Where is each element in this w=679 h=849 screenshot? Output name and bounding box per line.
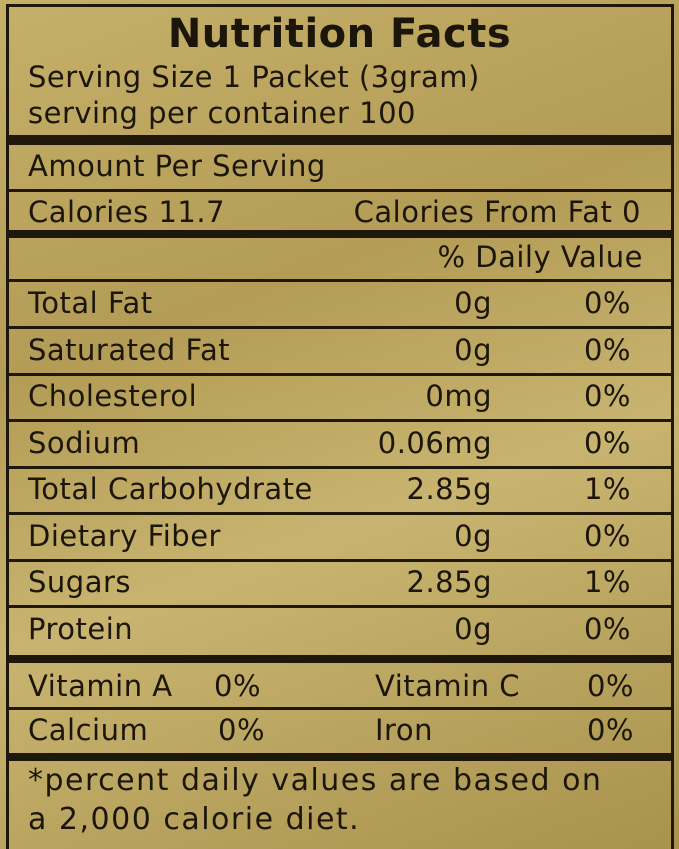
divider — [8, 753, 672, 761]
divider — [8, 372, 672, 376]
nutrient-name: Total Carbohydrate — [28, 472, 313, 506]
footnote: *percent daily values are based on — [28, 763, 603, 798]
nutrient-daily-value: 0% — [583, 611, 631, 646]
nutrient-name: Sodium — [28, 425, 141, 460]
divider — [8, 605, 672, 608]
daily-value-header: % Daily Value — [437, 240, 643, 274]
calories-from-fat: Calories From Fat 0 — [353, 195, 641, 229]
nutrient-name: Cholesterol — [28, 379, 198, 413]
vitamin-name: Calcium — [28, 713, 149, 747]
nutrient-daily-value: 1% — [583, 472, 631, 506]
divider — [8, 512, 672, 515]
nutrient-name: Protein — [28, 611, 134, 646]
divider — [8, 326, 672, 329]
label-border — [6, 4, 674, 849]
divider — [8, 419, 672, 422]
nutrient-daily-value: 0% — [583, 518, 631, 553]
calories: Calories 11.7 — [28, 195, 226, 229]
footnote: a 2,000 calorie diet. — [28, 802, 361, 837]
title: Nutrition Facts — [167, 11, 512, 57]
nutrient-amount: 0g — [454, 611, 492, 646]
vitamin-daily-value: 0% — [214, 669, 262, 703]
nutrient-daily-value: 0% — [583, 286, 631, 320]
divider — [8, 189, 672, 192]
nutrient-daily-value: 0% — [583, 332, 631, 367]
servings-per-container: serving per container 100 — [28, 96, 416, 130]
divider — [8, 230, 672, 238]
divider — [8, 135, 672, 145]
nutrient-amount: 0g — [454, 332, 492, 367]
vitamin-name: Vitamin C — [375, 669, 521, 703]
vitamin-daily-value: 0% — [218, 713, 266, 747]
nutrient-name: Dietary Fiber — [28, 518, 221, 553]
amount-per-serving: Amount Per Serving — [28, 149, 326, 183]
vitamin-name: Vitamin A — [28, 669, 173, 703]
divider — [8, 279, 672, 282]
nutrient-daily-value: 0% — [583, 425, 631, 460]
vitamin-name: Iron — [375, 713, 433, 747]
nutrient-amount: 0g — [454, 286, 492, 320]
nutrient-daily-value: 1% — [583, 565, 631, 599]
nutrient-amount: 2.85g — [406, 565, 492, 599]
nutrient-name: Total Fat — [28, 286, 153, 320]
vitamin-daily-value: 0% — [586, 669, 634, 703]
nutrient-name: Sugars — [28, 565, 131, 599]
nutrient-amount: 0g — [454, 518, 492, 553]
serving-size: Serving Size 1 Packet (3gram) — [28, 60, 480, 94]
nutrient-amount: 2.85g — [406, 472, 492, 506]
vitamin-daily-value: 0% — [586, 713, 634, 747]
nutrient-daily-value: 0% — [583, 379, 631, 413]
nutrient-amount: 0.06mg — [377, 425, 492, 460]
divider — [8, 558, 672, 562]
divider — [8, 465, 672, 469]
divider — [8, 655, 672, 663]
nutrient-amount: 0mg — [425, 379, 492, 413]
nutrient-name: Saturated Fat — [28, 332, 231, 367]
divider — [8, 707, 672, 710]
